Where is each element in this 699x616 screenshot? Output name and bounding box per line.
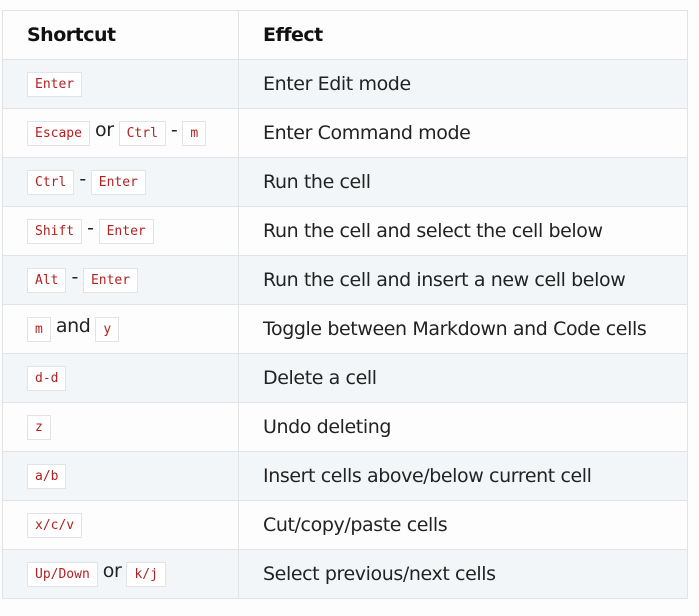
key-badge: x/c/v (27, 512, 83, 538)
separator-text: and (55, 315, 91, 337)
key-badge: Enter (82, 267, 139, 293)
shortcut-cell: Alt - Enter (2, 255, 239, 305)
table-row: z Undo deleting (2, 402, 688, 452)
shortcut-cell: d-d (2, 353, 239, 403)
key-badge: Enter (27, 71, 83, 97)
effect-cell: Enter Command mode (238, 108, 688, 158)
shortcut-cell: x/c/v (2, 500, 239, 550)
key-badge: d-d (27, 365, 67, 391)
effect-cell: Toggle between Markdown and Code cells (238, 304, 688, 354)
key-badge: Up/Down (27, 561, 98, 587)
table-row: Alt - Enter Run the cell and insert a new c… (2, 255, 688, 305)
key-badge: Enter (98, 218, 154, 244)
table-row: m and y Toggle between Markdown and Code ce… (2, 304, 688, 354)
key-badge: Shift (27, 218, 83, 244)
header-effect: Effect (238, 10, 688, 60)
key-badge: Escape (27, 120, 90, 146)
effect-cell: Run the cell and select the cell below (238, 206, 688, 256)
separator-text: or (102, 560, 122, 582)
table-row: Escape or Ctrl - m Enter Command mode (2, 108, 688, 158)
effect-cell: Enter Edit mode (238, 59, 688, 109)
key-badge: a/b (27, 463, 67, 489)
shortcut-cell: m and y (2, 304, 239, 354)
table-row: Shift - Enter Run the cell and select the c… (2, 206, 688, 256)
separator-text: or (94, 119, 114, 141)
key-badge: Alt (27, 267, 67, 293)
table-row: Ctrl - Enter Run the cell (2, 157, 688, 207)
shortcut-cell: Up/Down or k/j (2, 549, 239, 599)
shortcut-cell: Enter (2, 59, 239, 109)
key-badge: m (27, 316, 51, 342)
table-row: d-d Delete a cell (2, 353, 688, 403)
effect-cell: Select previous/next cells (238, 549, 688, 599)
key-badge: m (182, 120, 207, 146)
key-badge: z (27, 414, 51, 440)
separator-text: - (71, 266, 78, 288)
table-row: x/c/v Cut/copy/paste cells (2, 500, 688, 550)
header-shortcut: Shortcut (2, 10, 239, 60)
separator-text: - (170, 119, 178, 141)
table-row: Enter Enter Edit mode (2, 59, 688, 109)
effect-cell: Cut/copy/paste cells (238, 500, 688, 550)
separator-text: - (87, 217, 94, 239)
key-badge: y (95, 316, 120, 342)
key-badge: Ctrl (118, 120, 166, 146)
effect-cell: Run the cell (238, 157, 688, 207)
key-badge: Ctrl (27, 169, 75, 195)
table-row: a/b Insert cells above/below current cell (2, 451, 688, 501)
effect-cell: Run the cell and insert a new cell below (238, 255, 688, 305)
separator-text: - (79, 168, 86, 190)
key-badge: k/j (126, 561, 166, 587)
shortcut-cell: z (2, 402, 239, 452)
effect-cell: Insert cells above/below current cell (238, 451, 688, 501)
shortcut-cell: a/b (2, 451, 239, 501)
effect-cell: Delete a cell (238, 353, 688, 403)
effect-cell: Undo deleting (238, 402, 688, 452)
shortcut-cell: Shift - Enter (2, 206, 239, 256)
table-row: Up/Down or k/j Select previous/next cells (2, 549, 688, 599)
shortcut-cell: Escape or Ctrl - m (2, 108, 239, 158)
shortcut-cell: Ctrl - Enter (2, 157, 239, 207)
shortcuts-table: Shortcut Effect Enter Enter Edit mode Esca… (2, 10, 688, 599)
key-badge: Enter (90, 169, 146, 195)
header-row: Shortcut Effect (2, 10, 688, 60)
